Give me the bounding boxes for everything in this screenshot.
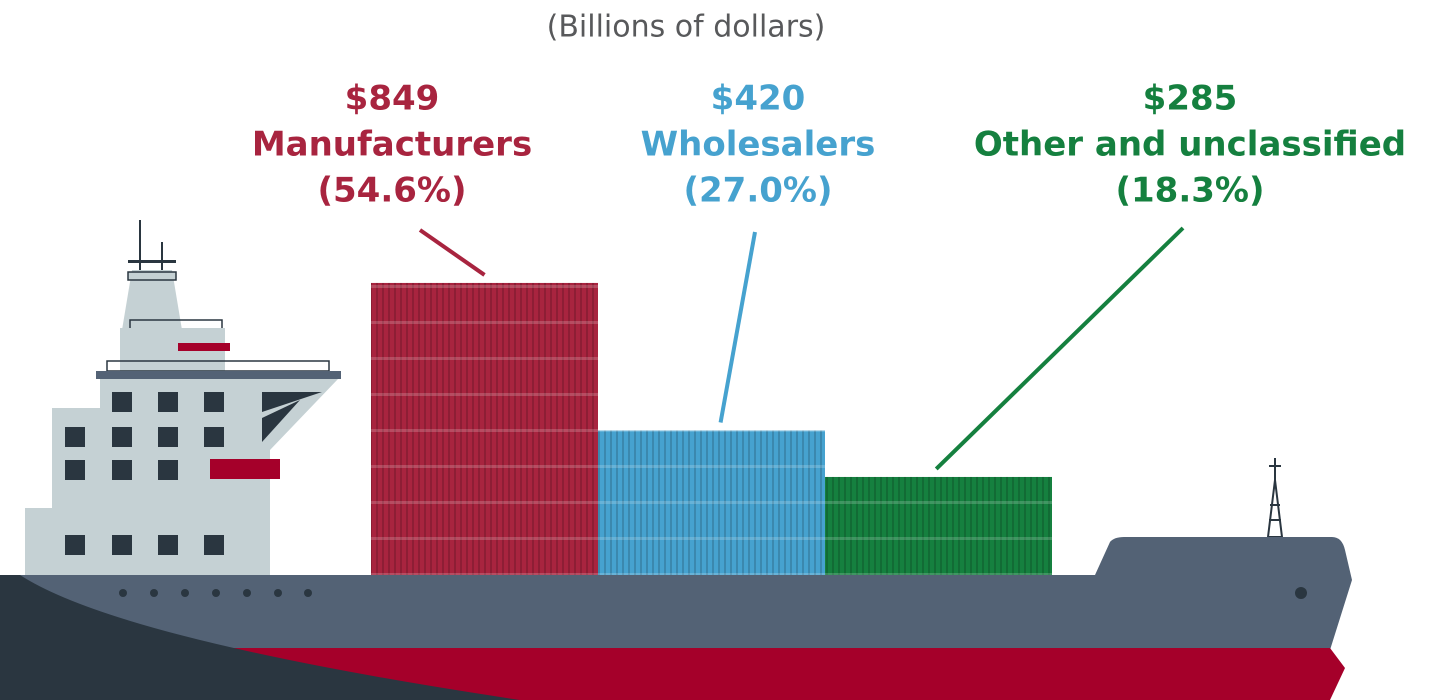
value-label: $849	[345, 79, 440, 119]
chart-subtitle: (Billions of dollars)	[547, 10, 826, 45]
percent-label: (18.3%)	[1115, 171, 1264, 211]
container-ribs	[598, 430, 825, 575]
value-label: $420	[711, 79, 806, 119]
category-label: Other and unclassified	[974, 125, 1406, 165]
category-label: Wholesalers	[641, 125, 876, 165]
ship-mast	[1266, 458, 1284, 538]
ship-hull	[0, 537, 1352, 700]
leader-line	[934, 226, 1185, 471]
value-label: $285	[1143, 79, 1238, 119]
container-ribs	[825, 476, 1052, 575]
leader-line	[418, 228, 486, 277]
percent-label: (54.6%)	[317, 171, 466, 211]
leader-line	[718, 231, 757, 423]
category-label: Manufacturers	[252, 125, 532, 165]
percent-label: (27.0%)	[683, 171, 832, 211]
ship-bridge	[25, 220, 341, 575]
container-ribs	[371, 282, 598, 575]
